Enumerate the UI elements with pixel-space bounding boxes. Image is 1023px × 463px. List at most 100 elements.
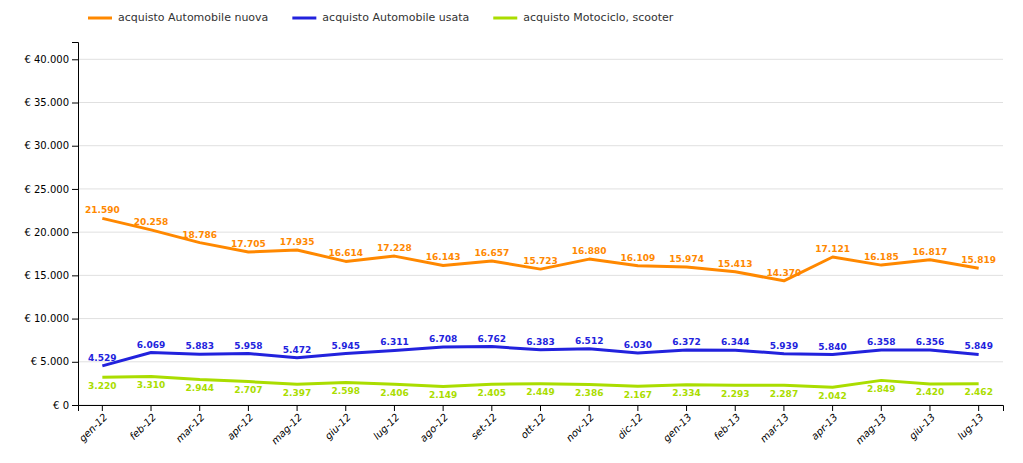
- x-tick-mark: [199, 405, 200, 411]
- data-label: 6.372: [672, 337, 700, 347]
- x-tick-mark: [491, 405, 492, 411]
- x-tick-mark: [832, 405, 833, 411]
- grid-line: [78, 318, 1003, 319]
- data-label: 3.220: [88, 381, 116, 391]
- x-tick-label: feb-13: [712, 411, 743, 442]
- y-axis-line: [72, 43, 79, 406]
- x-tick: set-12: [469, 405, 499, 442]
- legend-swatch: [493, 17, 517, 20]
- x-tick-label: feb-12: [127, 411, 158, 442]
- legend-swatch: [292, 17, 316, 20]
- x-tick: gen-13: [661, 405, 694, 444]
- x-tick-label: gen-12: [77, 411, 110, 444]
- data-label: 6.030: [624, 340, 652, 350]
- data-label: 5.958: [234, 341, 262, 351]
- x-tick: mag-12: [269, 405, 304, 446]
- y-axis: € 0 € 5.000 € 10.000 € 15.000 € 20.000 € 25.0…: [24, 43, 78, 411]
- y-tick-mark: [72, 319, 78, 320]
- data-label: 20.258: [134, 217, 169, 227]
- data-label: 2.944: [185, 383, 213, 393]
- x-tick-label: giu-12: [323, 411, 353, 441]
- chart: € 0 € 5.000 € 10.000 € 15.000 € 20.000 € 25.0…: [0, 0, 1023, 463]
- x-tick: mar-12: [174, 405, 207, 444]
- data-label: 16.657: [474, 248, 509, 258]
- data-label: 6.358: [867, 337, 895, 347]
- data-label: 5.840: [818, 342, 846, 352]
- x-tick-mark: [248, 405, 249, 411]
- grid: [78, 59, 1003, 405]
- y-tick: € 20.000: [24, 227, 78, 238]
- data-label: 2.386: [575, 388, 603, 398]
- legend-label: acquisto Automobile nuova: [118, 11, 268, 24]
- x-tick: ago-12: [418, 405, 450, 444]
- x-tick: giu-13: [907, 405, 937, 442]
- y-tick-label: € 25.000: [24, 184, 69, 195]
- data-label: 2.293: [721, 389, 749, 399]
- y-tick-mark: [72, 146, 78, 147]
- x-tick-mark: [881, 405, 882, 411]
- data-label: 6.069: [137, 340, 165, 350]
- data-label: 2.287: [770, 389, 798, 399]
- data-label: 2.042: [818, 391, 846, 401]
- x-tick-mark: [686, 405, 687, 411]
- data-label: 6.512: [575, 336, 603, 346]
- legend-label: acquisto Automobile usata: [322, 11, 469, 24]
- y-tick-label: € 0: [53, 400, 69, 411]
- x-tick-label: set-12: [469, 411, 499, 441]
- data-label: 17.228: [377, 243, 412, 253]
- y-tick-mark: [72, 103, 78, 104]
- data-label: 17.935: [280, 237, 315, 247]
- y-tick: € 10.000: [24, 313, 78, 324]
- x-tick: feb-12: [127, 405, 158, 442]
- grid-line: [78, 59, 1003, 60]
- grid-line: [78, 275, 1003, 276]
- y-tick-mark: [72, 275, 78, 276]
- data-label: 6.762: [478, 334, 506, 344]
- y-tick: € 35.000: [24, 97, 78, 108]
- legend-item: acquisto Automobile nuova: [88, 11, 268, 24]
- x-tick-mark: [540, 405, 541, 411]
- data-label: 16.143: [426, 252, 461, 262]
- x-tick-label: mar-13: [758, 411, 791, 444]
- x-tick: nov-12: [564, 405, 596, 444]
- data-label: 6.356: [916, 337, 944, 347]
- x-tick-label: lug-12: [371, 411, 401, 441]
- x-tick-label: nov-12: [564, 411, 596, 443]
- data-label: 2.149: [429, 390, 457, 400]
- plot: € 0 € 5.000 € 10.000 € 15.000 € 20.000 € 25.0…: [24, 43, 1003, 447]
- grid-line: [78, 145, 1003, 146]
- x-tick-label: giu-13: [907, 411, 937, 441]
- legend: acquisto Automobile nuova acquisto Automo…: [88, 11, 674, 24]
- x-tick-label: ott-12: [518, 411, 547, 440]
- data-label: 6.708: [429, 334, 457, 344]
- x-tick-mark: [783, 405, 784, 411]
- x-tick: feb-13: [712, 405, 743, 442]
- legend-label: acquisto Motociclo, scooter: [523, 11, 674, 24]
- grid-line: [78, 102, 1003, 103]
- data-label: 2.334: [672, 388, 700, 398]
- data-label: 5.849: [964, 341, 992, 351]
- x-tick: lug-13: [955, 405, 985, 442]
- data-label: 2.449: [526, 387, 554, 397]
- data-label: 5.945: [332, 341, 360, 351]
- y-tick-label: € 35.000: [24, 97, 69, 108]
- x-tick-label: ago-12: [418, 411, 450, 443]
- data-label: 6.383: [526, 337, 554, 347]
- x-tick-label: dic-12: [615, 411, 645, 441]
- x-tick-mark: [929, 405, 930, 411]
- x-tick: mag-13: [853, 405, 888, 446]
- x-tick-mark: [297, 405, 298, 411]
- data-label: 15.413: [718, 259, 753, 269]
- data-label: 14.370: [767, 268, 802, 278]
- data-label: 2.405: [478, 388, 506, 398]
- y-tick: € 5.000: [31, 356, 78, 367]
- y-tick-label: € 15.000: [24, 270, 69, 281]
- x-tick-label: lug-13: [955, 411, 985, 441]
- x-tick-mark: [978, 405, 979, 411]
- y-tick-label: € 5.000: [31, 356, 69, 367]
- data-label: 5.883: [185, 341, 213, 351]
- data-label: 2.707: [234, 385, 262, 395]
- y-tick-mark: [72, 362, 78, 363]
- y-tick: € 30.000: [24, 140, 78, 151]
- data-label: 6.311: [380, 337, 408, 347]
